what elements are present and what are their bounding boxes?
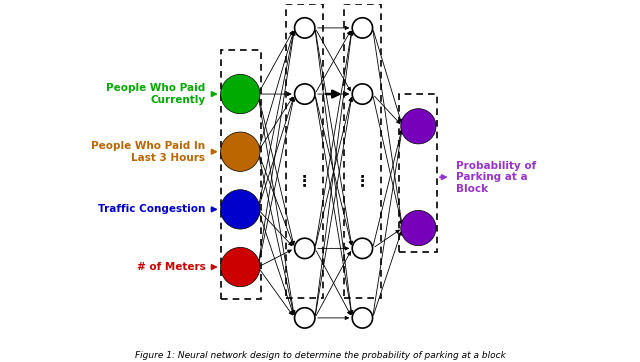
Text: Probability of
Parking at a
Block: Probability of Parking at a Block (456, 161, 536, 194)
Circle shape (221, 247, 260, 287)
Text: People Who Paid In
Last 3 Hours: People Who Paid In Last 3 Hours (92, 141, 205, 163)
Bar (399, 94, 437, 252)
Circle shape (352, 18, 372, 38)
Text: Traffic Congestion: Traffic Congestion (98, 205, 205, 214)
Circle shape (401, 109, 436, 144)
Circle shape (352, 308, 372, 328)
Circle shape (294, 18, 315, 38)
Circle shape (401, 210, 436, 246)
Circle shape (221, 132, 260, 171)
Circle shape (352, 84, 372, 104)
Bar (221, 50, 260, 299)
Text: ⋮: ⋮ (355, 173, 370, 188)
Circle shape (221, 190, 260, 229)
Text: # of Meters: # of Meters (136, 262, 205, 272)
Text: ⋮: ⋮ (297, 173, 312, 188)
Circle shape (294, 308, 315, 328)
Text: People Who Paid
Currently: People Who Paid Currently (106, 83, 205, 105)
Text: Figure 1: Neural network design to determine the probability of parking at a blo: Figure 1: Neural network design to deter… (134, 351, 506, 360)
Circle shape (294, 84, 315, 104)
Circle shape (352, 238, 372, 258)
Bar (344, 4, 381, 298)
Circle shape (221, 74, 260, 114)
Circle shape (294, 238, 315, 258)
Bar (286, 4, 323, 298)
